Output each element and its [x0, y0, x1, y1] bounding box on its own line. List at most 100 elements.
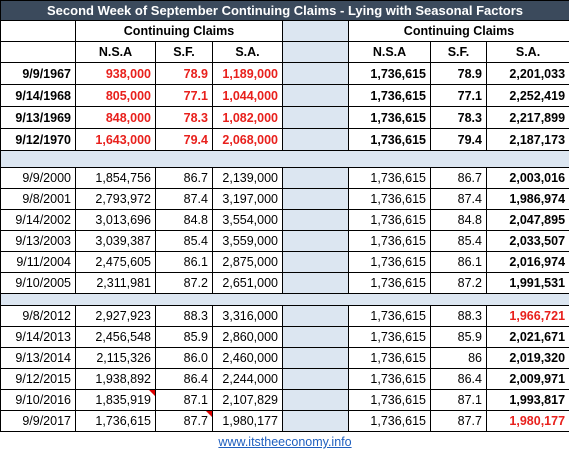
value-cell: 87.1 [155, 389, 213, 411]
gap-cell [282, 251, 349, 273]
date-cell: 9/12/1970 [0, 128, 76, 151]
value-cell: 1,736,615 [348, 347, 431, 369]
value-cell: 86.4 [430, 368, 487, 390]
value-cell: 1,736,615 [348, 84, 431, 107]
value-cell: 2,927,923 [75, 305, 156, 327]
date-cell: 9/9/2000 [0, 167, 76, 189]
value-cell: 2,244,000 [212, 368, 283, 390]
value-cell: 2,651,000 [212, 272, 283, 294]
value-cell: 3,316,000 [212, 305, 283, 327]
value-cell: 1,736,615 [348, 305, 431, 327]
value-cell: 78.3 [430, 106, 487, 129]
spacer [0, 150, 569, 168]
value-cell: 1,835,919 [75, 389, 156, 411]
value-cell: 1,736,615 [348, 230, 431, 252]
value-cell: 1,736,615 [348, 410, 431, 432]
column-header: S.A. [485, 41, 569, 63]
value-cell: 1,736,615 [348, 326, 431, 348]
value-cell: 79.4 [155, 128, 213, 151]
gap-cell [282, 410, 349, 432]
date-cell: 9/10/2016 [0, 389, 76, 411]
date-cell: 9/12/2015 [0, 368, 76, 390]
value-cell: 2,460,000 [212, 347, 283, 369]
column-header: S.F. [155, 41, 213, 63]
value-cell: 87.7 [155, 410, 213, 432]
table-row: 9/10/2005 2,311,981 87.2 2,651,000 1,736,615… [0, 272, 569, 294]
table-row: 9/13/2003 3,039,387 85.4 3,559,000 1,736,615… [0, 230, 569, 252]
value-cell: 2,021,671 [485, 326, 569, 348]
value-cell: 86.7 [430, 167, 487, 189]
table-row: 9/8/2001 2,793,972 87.4 3,197,000 1,736,615 8… [0, 188, 569, 210]
value-cell: 87.1 [430, 389, 487, 411]
value-cell: 1,736,615 [348, 251, 431, 273]
gap-cell [282, 368, 349, 390]
value-cell: 3,039,387 [75, 230, 156, 252]
table-row: 9/9/2017 1,736,615 87.7 1,980,177 1,736,615 8… [0, 410, 569, 432]
value-cell: 86.4 [155, 368, 213, 390]
value-cell: 87.4 [430, 188, 487, 210]
gap-cell [282, 167, 349, 189]
gap-cell [282, 305, 349, 327]
date-cell: 9/14/2002 [0, 209, 76, 231]
value-cell: 77.1 [155, 84, 213, 107]
value-cell: 3,554,000 [212, 209, 283, 231]
table-row: 9/8/2012 2,927,923 88.3 3,316,000 1,736,615 8… [0, 305, 569, 327]
value-cell: 2,793,972 [75, 188, 156, 210]
value-cell: 3,197,000 [212, 188, 283, 210]
value-cell: 2,068,000 [212, 128, 283, 151]
value-cell: 78.9 [430, 62, 487, 85]
value-cell: 88.3 [155, 305, 213, 327]
column-header: S.A. [212, 41, 283, 63]
table-row: 9/10/2016 1,835,919 87.1 2,107,829 1,736,615… [0, 389, 569, 411]
value-cell: 2,860,000 [212, 326, 283, 348]
table-row [0, 150, 569, 168]
value-cell: 2,252,419 [485, 84, 569, 107]
table-row: 9/9/2000 1,854,756 86.7 2,139,000 1,736,615 8… [0, 167, 569, 189]
gap-cell [282, 62, 349, 85]
date-cell: 9/14/1968 [0, 84, 76, 107]
date-cell: 9/8/2012 [0, 305, 76, 327]
value-cell: 79.4 [430, 128, 487, 151]
value-cell: 86.7 [155, 167, 213, 189]
value-cell: 84.8 [430, 209, 487, 231]
value-cell: 2,875,000 [212, 251, 283, 273]
value-cell: 1,736,615 [348, 188, 431, 210]
table-row: www.itstheeconomy.info [1, 432, 569, 452]
value-cell: 1,736,615 [348, 389, 431, 411]
cell [282, 41, 349, 63]
footer: www.itstheeconomy.info [1, 432, 569, 452]
footer-link[interactable]: www.itstheeconomy.info [218, 435, 352, 449]
value-cell: 2,033,507 [485, 230, 569, 252]
value-cell: 1,986,974 [485, 188, 569, 210]
value-cell: 1,643,000 [75, 128, 156, 151]
value-cell: 1,736,615 [348, 272, 431, 294]
table-row: 9/14/1968 805,000 77.1 1,044,000 1,736,615 77… [0, 84, 569, 107]
value-cell: 85.4 [155, 230, 213, 252]
value-cell: 1,044,000 [212, 84, 283, 107]
value-cell: 2,003,016 [485, 167, 569, 189]
value-cell: 78.3 [155, 106, 213, 129]
value-cell: 1,966,721 [485, 305, 569, 327]
value-cell: 3,013,696 [75, 209, 156, 231]
date-cell: 9/13/2014 [0, 347, 76, 369]
value-cell: 2,047,895 [485, 209, 569, 231]
table-row: 9/13/2014 2,115,326 86.0 2,460,000 1,736,615… [0, 347, 569, 369]
date-cell: 9/13/1969 [0, 106, 76, 129]
value-cell: 87.2 [155, 272, 213, 294]
gap-cell [282, 128, 349, 151]
value-cell: 2,139,000 [212, 167, 283, 189]
value-cell: 1,082,000 [212, 106, 283, 129]
value-cell: 85.9 [155, 326, 213, 348]
table-row: Second Week of September Continuing Clai… [0, 0, 569, 21]
value-cell: 86 [430, 347, 487, 369]
value-cell: 3,559,000 [212, 230, 283, 252]
value-cell: 1,736,615 [75, 410, 156, 432]
value-cell: 1,736,615 [348, 106, 431, 129]
value-cell: 1,736,615 [348, 167, 431, 189]
gap-cell [282, 106, 349, 129]
value-cell: 2,187,173 [485, 128, 569, 151]
gap-cell [282, 347, 349, 369]
value-cell: 1,980,177 [485, 410, 569, 432]
